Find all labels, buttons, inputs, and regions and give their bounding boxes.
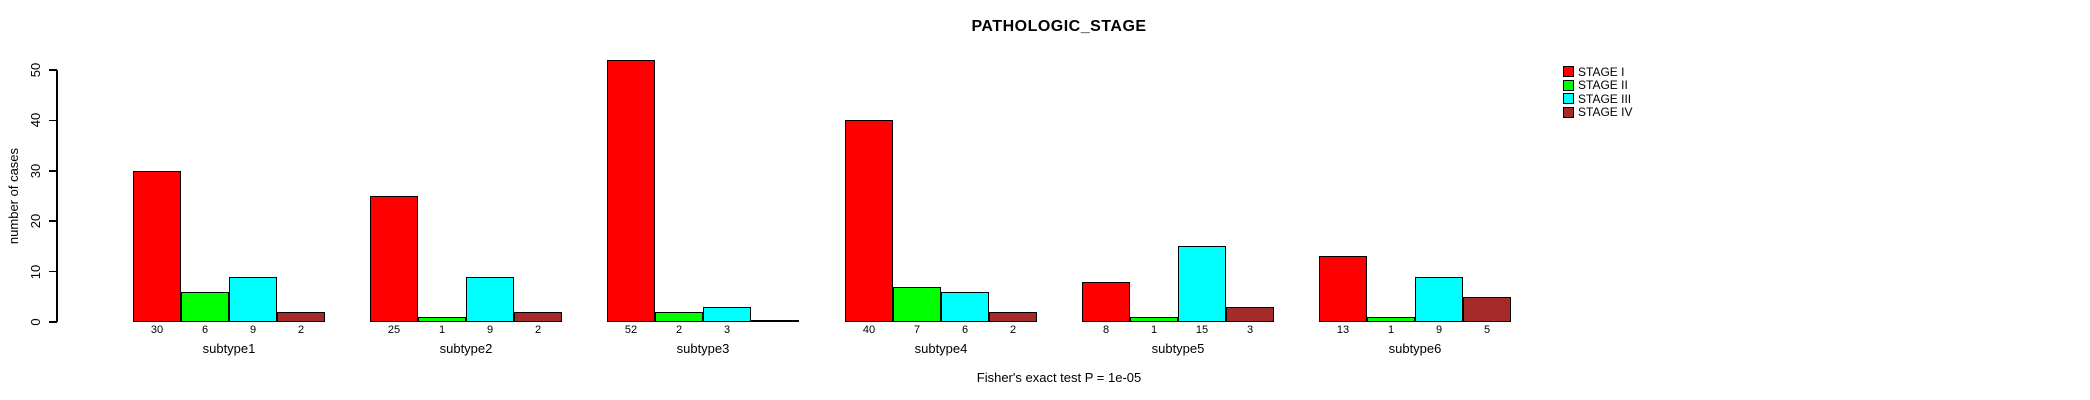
y-tick-mark [49,69,57,71]
legend-row: STAGE I [1563,65,1632,79]
bar-count-label: 9 [249,324,257,336]
bar-count-label: 52 [624,324,638,336]
y-axis-label: number of cases [6,147,21,245]
legend-row: STAGE II [1563,79,1632,93]
bar-count-label: 1 [1150,324,1158,336]
bar [514,311,562,322]
legend-label: STAGE III [1578,91,1632,106]
bar [1367,316,1415,322]
bar [1415,276,1463,322]
bar [466,276,514,322]
legend-label: STAGE I [1578,64,1625,79]
bar-count-label: 15 [1195,324,1209,336]
bar [418,316,466,322]
chart-title: PATHOLOGIC_STAGE [971,18,1147,35]
bar [941,291,989,322]
legend-swatch [1563,93,1574,105]
group-label: subtype1 [202,341,256,356]
bar-count-label: 2 [1009,324,1017,336]
y-tick-label: 10 [28,264,43,279]
y-tick-mark [49,119,57,122]
bar [989,311,1037,322]
bar-count-label: 9 [486,324,494,336]
bar-count-label: 2 [297,324,305,336]
bar [1319,256,1367,322]
annotation-text: Fisher's exact test P = 1e-05 [976,370,1142,385]
bar [1178,246,1226,322]
y-tick-mark [49,220,57,222]
bar [1082,281,1130,322]
bar [1226,306,1274,322]
bar [703,306,751,322]
bar-count-label: 5 [1483,324,1491,336]
group-label: subtype2 [439,341,493,356]
y-tick-mark [49,170,57,172]
legend-swatch [1563,79,1574,91]
y-tick-mark [49,270,57,273]
y-tick-label: 0 [28,318,43,326]
bar-count-label: 6 [961,324,969,336]
bar-count-label: 3 [1246,324,1254,336]
group-label: subtype6 [1388,341,1442,356]
bar-count-label: 8 [1102,324,1110,336]
y-axis-line [56,70,58,322]
legend: STAGE I STAGE II STAGE III STAGE IV [1563,65,1632,119]
bar-count-label: 13 [1336,324,1350,336]
bar [229,276,277,322]
bar [133,170,181,322]
legend-row: STAGE IV [1563,106,1632,120]
y-tick-label: 20 [28,213,43,229]
legend-label: STAGE II [1578,78,1628,93]
bar-count-label: 3 [723,324,731,336]
bar [893,286,941,322]
legend-row: STAGE III [1563,92,1632,106]
bar-count-label: 2 [534,324,542,336]
bar-count-label: 25 [387,324,401,336]
bar-count-label: 2 [675,324,683,336]
legend-swatch [1563,66,1574,78]
bar [277,311,325,322]
bar [181,291,229,322]
bar [845,120,893,322]
group-label: subtype3 [676,341,730,356]
legend-swatch [1563,106,1574,118]
bar-count-label: 6 [201,324,209,336]
bar-count-label: 40 [862,324,876,336]
y-tick-label: 50 [28,62,43,78]
bar-count-label: 1 [1387,324,1395,336]
bar-count-label: 30 [150,324,164,336]
y-tick-mark [49,321,57,323]
y-tick-label: 40 [28,113,43,128]
bar [607,59,655,322]
bar [1463,296,1511,322]
bar [370,196,418,322]
group-label: subtype4 [914,341,968,356]
legend-label: STAGE IV [1578,105,1633,120]
bar-count-label: 7 [913,324,921,336]
bar [655,311,703,322]
bar-count-label: 1 [438,324,446,336]
bar-count-label: 9 [1435,324,1443,336]
y-tick-label: 30 [28,163,43,179]
bar [1130,316,1178,322]
zero-height-bar [751,320,799,322]
group-label: subtype5 [1151,341,1205,356]
